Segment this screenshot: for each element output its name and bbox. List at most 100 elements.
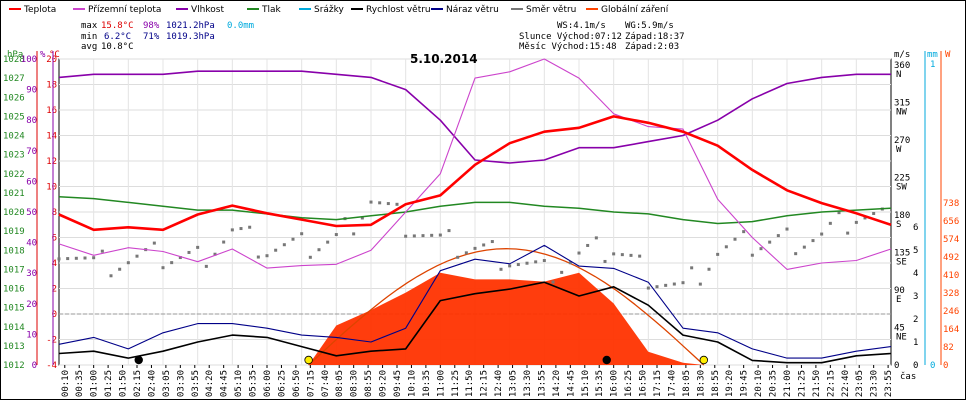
axis-c-tick: 4 bbox=[52, 259, 57, 269]
axis-pct-tick: 50 bbox=[26, 208, 37, 218]
axis-dir-tick: 315 bbox=[894, 99, 910, 109]
x-axis-unit: čas bbox=[900, 371, 916, 382]
wind-ws: WS:4.1m/s bbox=[557, 21, 606, 31]
axis-pct-tick: 100 bbox=[21, 55, 37, 65]
wind-dir-point bbox=[508, 264, 512, 268]
axis-dir-tick: 0 bbox=[894, 361, 899, 371]
x-tick-label: 07:40 bbox=[321, 370, 331, 397]
wind-dir-point bbox=[438, 233, 442, 237]
stat-max-press: 1021.2hPa bbox=[166, 21, 215, 31]
legend-label: Globální záření bbox=[601, 5, 669, 15]
x-tick-label: 11:00 bbox=[436, 370, 446, 397]
wind-dir-point bbox=[482, 243, 486, 247]
axis-dir-label: S bbox=[896, 220, 901, 230]
legend-label: Teplota bbox=[23, 5, 56, 15]
legend-label: Rychlost větru bbox=[366, 5, 431, 15]
wind-dir-point bbox=[837, 211, 841, 215]
axis-c-tick: -2 bbox=[46, 336, 57, 346]
wind-dir-point bbox=[308, 255, 312, 259]
axis-pct-tick: 60 bbox=[26, 177, 37, 187]
wind-dir-point bbox=[560, 270, 564, 274]
stat-max-hum: 98% bbox=[143, 21, 160, 31]
wind-dir-point bbox=[360, 216, 364, 220]
x-tick-label: 00:10 bbox=[61, 370, 71, 397]
axis-dir-tick: 270 bbox=[894, 136, 910, 146]
axis-c-tick: 14 bbox=[46, 132, 57, 142]
axis-dir-tick: 180 bbox=[894, 211, 910, 221]
wind-dir-point bbox=[239, 227, 243, 231]
wind-dir-point bbox=[586, 243, 590, 247]
wind-dir-point bbox=[499, 267, 503, 271]
axis-pct-tick: 70 bbox=[26, 147, 37, 157]
legend-item-4: Srážky bbox=[299, 5, 345, 15]
stat-min-label: min bbox=[81, 32, 97, 42]
wind-dir-point bbox=[92, 256, 96, 260]
axis-mm-tick: 1 bbox=[930, 60, 935, 70]
x-tick-label: 13:55 bbox=[537, 370, 547, 397]
wind-dir-point bbox=[222, 240, 226, 244]
x-tick-label: 00:35 bbox=[75, 370, 85, 397]
axis-ms-tick: 3 bbox=[913, 292, 918, 302]
axis-ms-tick: 2 bbox=[913, 315, 918, 325]
wind-dir-point bbox=[759, 247, 763, 251]
axis-hpa-tick: 1014 bbox=[3, 323, 25, 333]
x-tick-label: 21:25 bbox=[797, 370, 807, 397]
axis-ms-tick: 1 bbox=[913, 338, 918, 348]
wind-dir-point bbox=[551, 280, 555, 284]
series-rychlost-větru bbox=[58, 281, 892, 364]
wind-dir-point bbox=[274, 248, 278, 252]
x-tick-label: 07:15 bbox=[306, 370, 316, 397]
x-tick-label: 05:10 bbox=[234, 370, 244, 397]
x-tick-label: 03:30 bbox=[176, 370, 186, 397]
legend-label: Náraz větru bbox=[446, 5, 499, 15]
wind-dir-point bbox=[603, 259, 607, 263]
wind-dir-point bbox=[776, 234, 780, 238]
axis-pct-tick: 40 bbox=[26, 239, 37, 249]
axis-hpa-tick: 1017 bbox=[3, 265, 25, 275]
wind-dir-point bbox=[846, 231, 850, 235]
x-tick-label: 09:20 bbox=[379, 370, 389, 397]
axis-w-tick: 82 bbox=[943, 343, 954, 353]
wind-dir-point bbox=[386, 202, 390, 206]
stat-max-label: max bbox=[81, 21, 98, 31]
axis-w-tick: 574 bbox=[943, 235, 959, 245]
wind-dir-point bbox=[785, 227, 789, 231]
x-tick-label: 06:25 bbox=[277, 370, 287, 397]
x-tick-label: 13:30 bbox=[523, 370, 533, 397]
sunset-marker bbox=[699, 355, 708, 365]
series-náraz-větru bbox=[58, 244, 892, 359]
wind-dir-point bbox=[490, 240, 494, 244]
legend-item-3: Tlak bbox=[247, 5, 282, 15]
wind-dir-point bbox=[412, 234, 416, 238]
wind-dir-point bbox=[707, 267, 711, 271]
stat-max-rain: 0.0mm bbox=[227, 21, 254, 31]
wind-dir-point bbox=[256, 255, 260, 259]
legend-label: Srážky bbox=[314, 5, 345, 15]
axis-ms-tick: 0 bbox=[913, 361, 918, 371]
wind-dir-point bbox=[213, 252, 217, 256]
axis-w-unit: W bbox=[945, 50, 951, 60]
axis-ms-tick: 5 bbox=[913, 246, 918, 256]
axis-mm-unit: mm bbox=[927, 50, 938, 60]
wind-dir-point bbox=[74, 256, 78, 260]
x-tick-label: 11:50 bbox=[465, 370, 475, 397]
stat-min-press: 1019.3hPa bbox=[166, 32, 215, 42]
axis-pct-tick: 20 bbox=[26, 300, 37, 310]
wind-dir-point bbox=[655, 285, 659, 289]
axis-w-tick: 738 bbox=[943, 199, 959, 209]
axis-ms-tick: 4 bbox=[913, 269, 918, 279]
wind-dir-point bbox=[811, 239, 815, 243]
axis-hpa-tick: 1019 bbox=[3, 227, 25, 237]
legend-item-6: Náraz větru bbox=[431, 5, 499, 15]
wind-dir-point bbox=[638, 254, 642, 258]
axis-dir-tick: 360 bbox=[894, 61, 910, 71]
axis-dir-label: W bbox=[896, 145, 902, 155]
legend-item-2: Vlhkost bbox=[176, 5, 224, 15]
axis-w-tick: 410 bbox=[943, 271, 959, 281]
wind-dir-point bbox=[100, 249, 104, 253]
wind-dir-point bbox=[534, 260, 538, 264]
x-tick-label: 19:45 bbox=[740, 370, 750, 397]
wind-dir-point bbox=[750, 253, 754, 257]
axis-hpa-tick: 1023 bbox=[3, 151, 25, 161]
stat-max-temp: 15.8°C bbox=[101, 21, 134, 31]
